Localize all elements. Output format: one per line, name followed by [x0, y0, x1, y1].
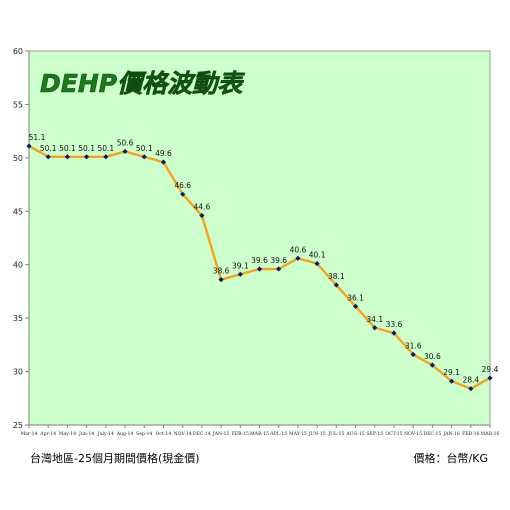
x-tick-label: Apr-14 — [39, 431, 56, 437]
x-tick-label: Oct-14 — [156, 431, 172, 437]
data-label: 38.6 — [213, 267, 230, 276]
data-point — [391, 330, 397, 336]
data-labels: 51.150.1 50.1 50.1 50.150.650.149.646.644.6… — [29, 133, 499, 385]
data-label: 34.1 — [366, 315, 383, 324]
x-tick-label: Aug-14 — [116, 431, 134, 437]
data-point — [468, 386, 474, 392]
data-point — [295, 255, 301, 261]
data-point — [237, 271, 243, 277]
data-label: 40.1 — [309, 251, 326, 260]
data-label: 51.1 — [29, 133, 46, 142]
x-tick-label: AUG-15 — [345, 431, 364, 437]
x-tick-label: APL-15 — [269, 431, 287, 437]
footnote-unit: 價格：台幣/KG — [413, 452, 488, 465]
data-point — [64, 154, 71, 160]
data-label: 39.1 — [232, 261, 249, 270]
chart-title: DEHP價格波動表 — [40, 69, 245, 98]
data-label: 50.6 — [117, 138, 134, 147]
data-point — [180, 191, 186, 197]
data-label: 39.6 — [270, 256, 287, 265]
x-tick-label: JUN-15 — [308, 431, 326, 437]
y-tick-label: 50 — [13, 154, 23, 163]
x-tick-label: MAR-16 — [481, 431, 500, 437]
plot-area — [28, 50, 491, 426]
data-point — [314, 261, 320, 267]
y-tick-label: 35 — [13, 314, 23, 323]
data-label: 30.6 — [424, 352, 441, 361]
x-tick-label: OCT-15 — [385, 431, 402, 437]
x-axis: Mar-14 Apr-14 May-14 Jun-14 July-14 Aug-14 Sep… — [20, 424, 500, 437]
data-label: 46.6 — [174, 181, 191, 190]
data-point — [26, 143, 32, 149]
data-point — [487, 375, 493, 381]
y-tick-label: 40 — [13, 261, 23, 270]
data-point — [448, 378, 455, 384]
x-tick-label: Mar-14 — [20, 431, 37, 437]
x-tick-label: SEP-15 — [366, 431, 383, 437]
x-tick-label: NOV-15 — [404, 431, 422, 437]
x-tick-label: JAN-15 — [212, 431, 230, 437]
data-label: 50.1 — [59, 144, 76, 153]
x-tick-label: FEB-16 — [462, 431, 479, 437]
footnote-region: 台灣地區-25個月期間價格(現金價) — [30, 452, 200, 465]
data-point — [84, 154, 90, 160]
y-tick-label: 30 — [13, 368, 23, 377]
data-label: 50.1 — [97, 144, 114, 153]
x-tick-label: July-14 — [97, 431, 114, 437]
data-label: 31.6 — [405, 341, 422, 350]
data-point — [218, 277, 224, 283]
y-tick-label: 45 — [13, 207, 23, 216]
data-point — [429, 362, 435, 368]
data-label: 29.1 — [443, 368, 460, 377]
data-point — [160, 159, 167, 165]
series-markers — [26, 143, 493, 392]
data-label: 28.4 — [462, 376, 479, 385]
x-tick-label: NOV-14 — [174, 431, 192, 437]
data-label: 33.6 — [386, 320, 403, 329]
data-point — [199, 212, 205, 219]
x-tick-label: MAY-15 — [289, 431, 307, 437]
data-point — [103, 154, 109, 160]
data-point — [122, 148, 128, 155]
data-label: 38.1 — [328, 272, 345, 281]
data-label: 39.6 — [251, 256, 268, 265]
y-tick-label: 25 — [13, 421, 23, 430]
data-point — [333, 282, 339, 288]
y-axis: 25 30 35 40 45 50 55 60 — [13, 47, 30, 430]
data-label: 49.6 — [155, 149, 172, 158]
y-tick-label: 55 — [13, 100, 23, 109]
data-point — [372, 325, 378, 331]
x-tick-label: MAR-15 — [250, 431, 269, 437]
x-tick-label: JAN-16 — [442, 431, 460, 437]
data-point — [256, 266, 263, 272]
x-tick-label: DEC-14 — [193, 431, 211, 437]
data-point — [276, 266, 282, 272]
x-tick-label: Sep-14 — [136, 431, 152, 437]
data-label: 50.1 — [40, 144, 57, 153]
data-label: 50.1 — [78, 144, 95, 153]
data-label: 50.1 — [136, 144, 153, 153]
data-label: 44.6 — [194, 203, 211, 212]
data-label: 40.6 — [290, 245, 307, 254]
y-tick-label: 60 — [13, 47, 23, 56]
x-tick-label: FEB-15 — [232, 431, 249, 437]
data-point — [141, 154, 147, 160]
data-label: 29.4 — [482, 365, 499, 374]
x-tick-label: May-14 — [59, 431, 77, 437]
data-label: 36.1 — [347, 293, 364, 302]
x-tick-label: JUL-15 — [327, 431, 344, 437]
data-point — [45, 154, 51, 160]
data-point — [352, 303, 359, 309]
x-tick-label: Jun-14 — [78, 431, 94, 437]
x-tick-label: DEC-15 — [423, 431, 441, 437]
data-point — [410, 351, 416, 358]
